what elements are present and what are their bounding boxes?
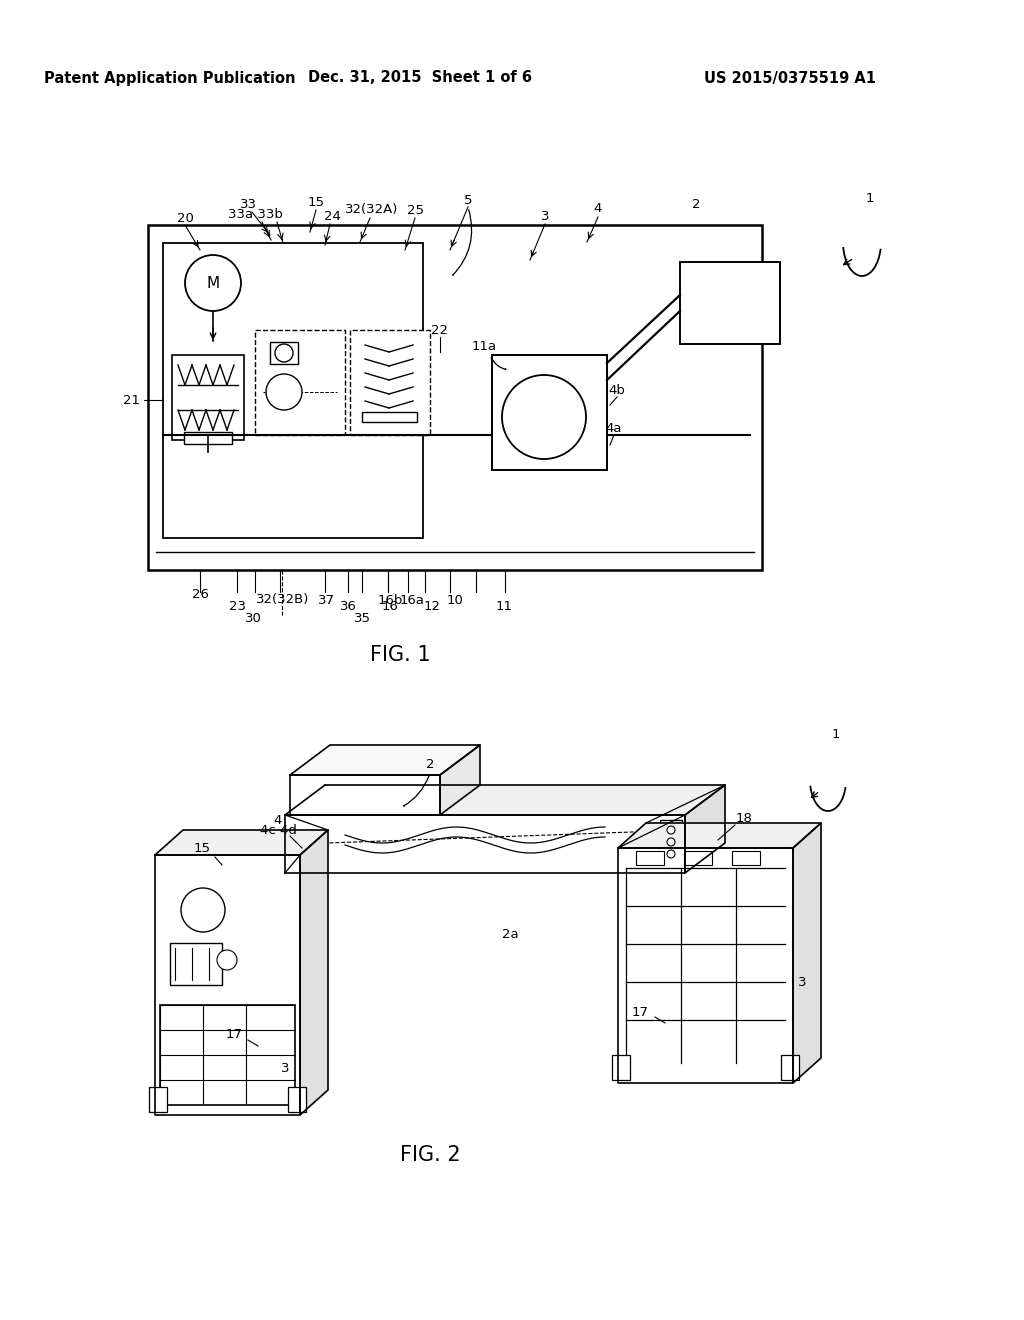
Text: 3: 3 [281,1061,289,1074]
Text: 10: 10 [446,594,464,606]
Bar [680,261,780,345]
Circle shape [181,888,225,932]
Text: 2a: 2a [502,928,518,941]
Bar [612,1055,630,1080]
Bar [184,432,232,444]
Bar [172,355,244,440]
Text: 26: 26 [191,589,209,602]
Polygon shape [285,814,685,873]
Bar [350,330,430,436]
Bar [148,224,762,570]
Circle shape [217,950,237,970]
Text: 33: 33 [240,198,256,211]
Text: 33a 33b: 33a 33b [227,209,283,222]
Bar [288,1086,306,1111]
Circle shape [275,345,293,362]
Text: FIG. 1: FIG. 1 [370,645,430,665]
Text: Dec. 31, 2015  Sheet 1 of 6: Dec. 31, 2015 Sheet 1 of 6 [308,70,532,86]
Text: 35: 35 [353,611,371,624]
Text: 4a: 4a [606,421,623,434]
Bar [636,851,664,865]
Text: 1: 1 [865,191,874,205]
Text: 30: 30 [245,611,261,624]
Text: 4: 4 [594,202,602,215]
Circle shape [185,255,241,312]
Bar [150,1086,167,1111]
Bar [732,851,760,865]
Text: 24: 24 [324,210,340,223]
Text: 36: 36 [340,601,356,614]
Text: 23: 23 [228,601,246,614]
Text: 3: 3 [798,977,806,990]
Bar [170,942,222,985]
Polygon shape [440,744,480,814]
Text: 1: 1 [831,729,841,742]
Text: 17: 17 [225,1028,243,1041]
Text: 4c 4d: 4c 4d [259,825,296,837]
Text: US 2015/0375519 A1: US 2015/0375519 A1 [705,70,876,86]
Circle shape [667,826,675,834]
Circle shape [667,850,675,858]
Bar [160,1005,295,1105]
Bar [255,330,345,436]
Bar [660,820,682,869]
Text: 15: 15 [307,197,325,210]
Bar [163,243,423,539]
Polygon shape [155,855,300,1115]
Text: 32(32A): 32(32A) [345,203,398,216]
Text: 16: 16 [382,601,398,614]
FancyArrowPatch shape [453,210,472,275]
FancyArrowPatch shape [403,776,429,807]
Polygon shape [155,830,328,855]
Text: FIG. 2: FIG. 2 [399,1144,461,1166]
Polygon shape [618,822,821,847]
Text: 12: 12 [424,601,440,614]
Polygon shape [285,785,725,814]
Text: 32(32B): 32(32B) [256,594,309,606]
Text: 25: 25 [407,203,424,216]
Text: M: M [207,276,219,290]
Circle shape [266,374,302,411]
Text: 15: 15 [194,842,211,854]
Circle shape [667,838,675,846]
Text: 21: 21 [124,393,140,407]
Polygon shape [618,847,793,1082]
Bar [492,355,607,470]
Polygon shape [300,830,328,1115]
Bar [684,851,712,865]
Text: Patent Application Publication: Patent Application Publication [44,70,296,86]
Text: 3: 3 [541,210,549,223]
Circle shape [502,375,586,459]
Polygon shape [290,744,480,775]
Text: 20: 20 [176,211,194,224]
Text: 16b: 16b [377,594,402,606]
FancyArrowPatch shape [492,358,506,370]
Polygon shape [685,785,725,873]
Text: 11a: 11a [471,339,497,352]
Text: 18: 18 [735,812,753,825]
Text: 17: 17 [632,1006,648,1019]
Bar [781,1055,799,1080]
Text: 16a: 16a [399,594,425,606]
Text: 4b: 4b [608,384,626,396]
Text: 5: 5 [464,194,472,206]
Bar [362,412,417,422]
Bar [270,342,298,364]
Text: 2: 2 [692,198,700,211]
Text: 4: 4 [273,813,283,826]
Text: 11: 11 [496,601,512,614]
Text: 22: 22 [431,323,449,337]
Polygon shape [290,775,440,814]
Polygon shape [793,822,821,1082]
Text: 2: 2 [426,759,434,771]
Text: 37: 37 [317,594,335,606]
